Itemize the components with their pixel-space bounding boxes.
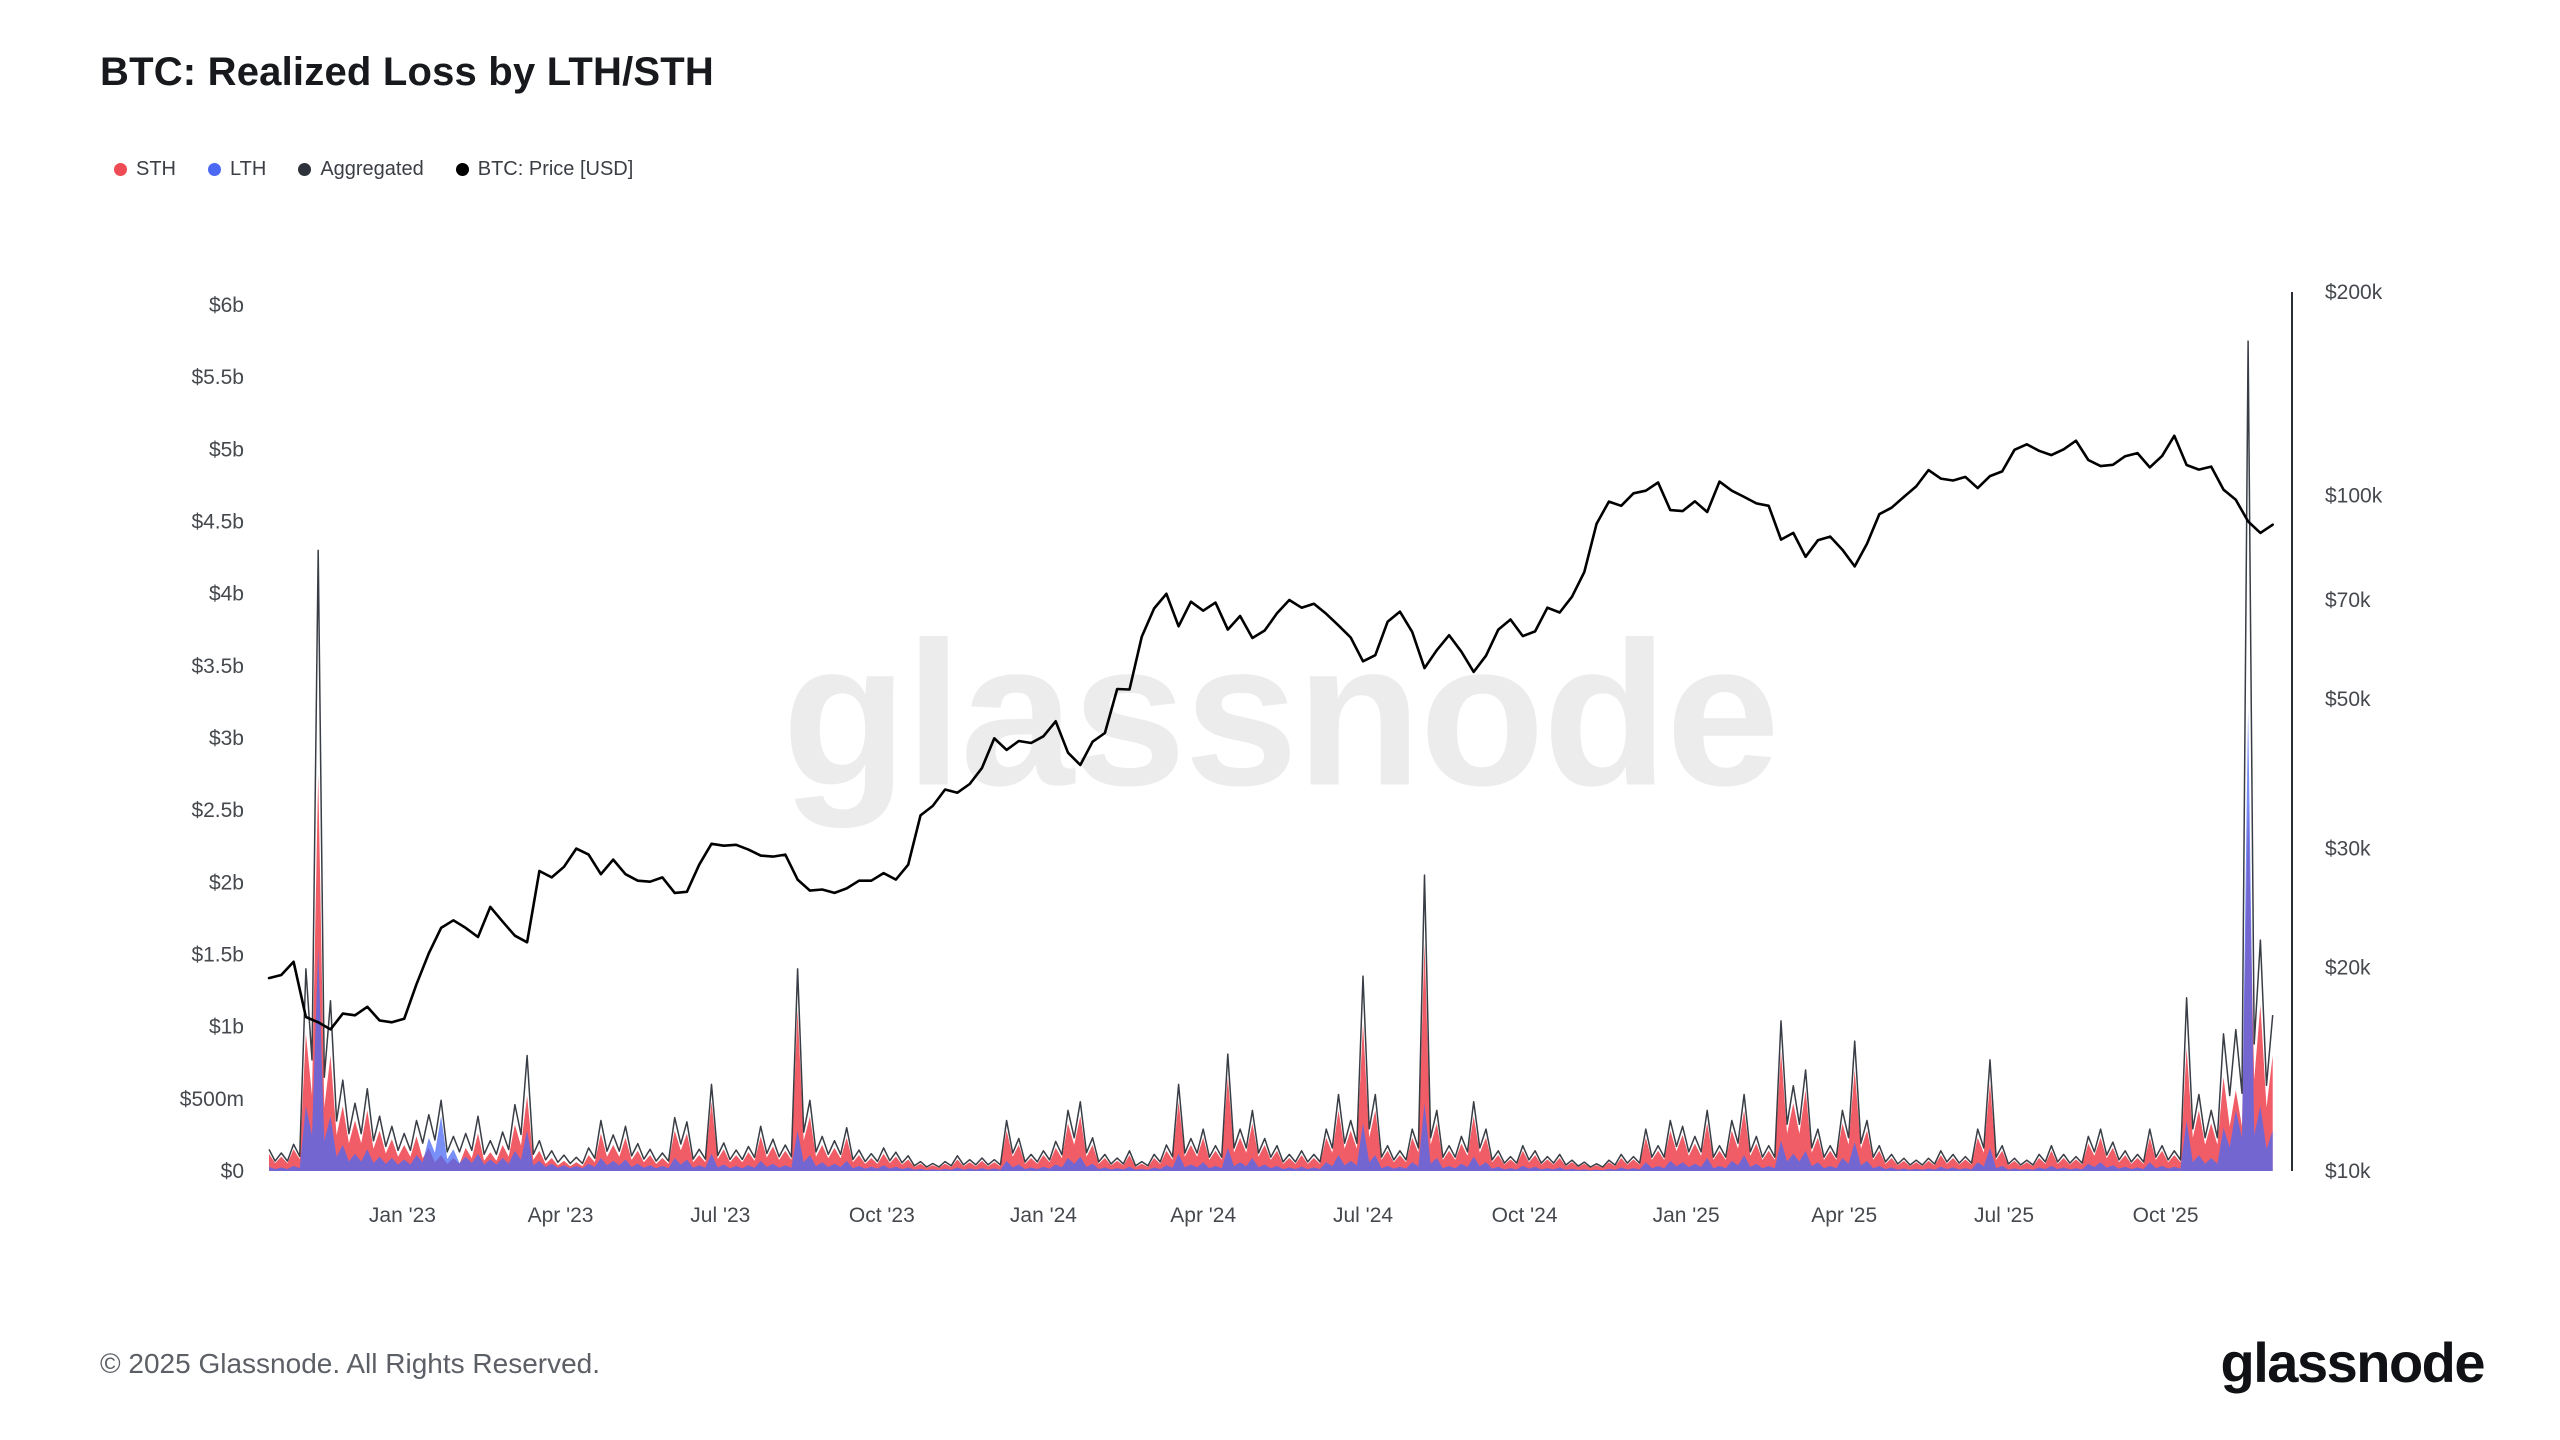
x-axis-tick-label: Jul '23 [690, 1204, 750, 1227]
x-axis-tick-label: Jan '25 [1653, 1204, 1720, 1227]
y-axis-right-tick-label: $50k [2325, 688, 2371, 711]
x-axis-tick-label: Apr '24 [1170, 1204, 1236, 1227]
lth-area [269, 709, 2273, 1171]
y-axis-right-tick-label: $30k [2325, 838, 2371, 861]
sth-area [269, 774, 2273, 1171]
y-axis-left-tick-label: $6b [209, 294, 244, 317]
x-axis-tick-label: Jul '25 [1974, 1204, 2034, 1227]
y-axis-left-tick-label: $1.5b [191, 944, 244, 967]
legend-item-btc-price[interactable]: BTC: Price [USD] [455, 158, 634, 181]
x-axis-tick-label: Jan '23 [369, 1204, 436, 1227]
y-axis-left-tick-label: $2.5b [191, 799, 244, 822]
y-axis-left-tick-label: $3.5b [191, 655, 244, 678]
y-axis-right-tick-label: $70k [2325, 589, 2371, 612]
chart-legend: STH LTH Aggregated BTC: Price [USD] [114, 158, 633, 181]
y-axis-right-tick-label: $20k [2325, 957, 2371, 980]
legend-label-lth: LTH [230, 158, 267, 180]
lth-series-dot-icon [208, 163, 221, 176]
y-axis-left-tick-label: $0 [221, 1160, 244, 1183]
legend-label-btc-price: BTC: Price [USD] [477, 158, 634, 180]
aggregated-series-dot-icon [298, 163, 312, 176]
glassnode-logo: glassnode [2220, 1331, 2486, 1394]
y-axis-right-tick-label: $100k [2325, 484, 2383, 507]
y-axis-left-tick-label: $5.5b [191, 366, 244, 389]
x-axis-tick-label: Jan '24 [1010, 1204, 1077, 1227]
page-title: BTC: Realized Loss by LTH/STH [100, 50, 715, 94]
legend-item-sth[interactable]: STH [114, 158, 176, 181]
legend-label-sth: STH [136, 158, 176, 180]
y-axis-left-tick-label: $3b [209, 727, 244, 750]
sth-series-dot-icon [114, 163, 127, 176]
btc-price-series-dot-icon [455, 163, 469, 176]
x-axis-tick-label: Apr '25 [1811, 1204, 1877, 1227]
y-axis-right-tick-label: $200k [2325, 281, 2383, 304]
x-axis-tick-label: Apr '23 [528, 1204, 594, 1227]
x-axis-tick-label: Oct '25 [2133, 1204, 2199, 1227]
copyright-text: © 2025 Glassnode. All Rights Reserved. [100, 1348, 601, 1379]
price-line [267, 434, 2274, 1031]
legend-label-aggregated: Aggregated [320, 158, 424, 180]
aggregated-line [268, 340, 2274, 1168]
y-axis-right-tick-label: $10k [2325, 1160, 2371, 1183]
y-axis-left-tick-label: $4b [209, 583, 244, 606]
y-axis-left-tick-label: $500m [180, 1088, 244, 1111]
x-axis-tick-label: Jul '24 [1333, 1204, 1393, 1227]
y-axis-left-tick-label: $1b [209, 1016, 244, 1039]
legend-item-lth[interactable]: LTH [208, 158, 266, 181]
legend-item-aggregated[interactable]: Aggregated [298, 158, 424, 181]
x-axis-tick-label: Oct '23 [849, 1204, 915, 1227]
y-axis-left-tick-label: $5b [209, 438, 244, 461]
x-axis-tick-label: Oct '24 [1492, 1204, 1558, 1227]
y-axis-left-tick-label: $4.5b [191, 511, 244, 534]
y-axis-left-tick-label: $2b [209, 871, 244, 894]
